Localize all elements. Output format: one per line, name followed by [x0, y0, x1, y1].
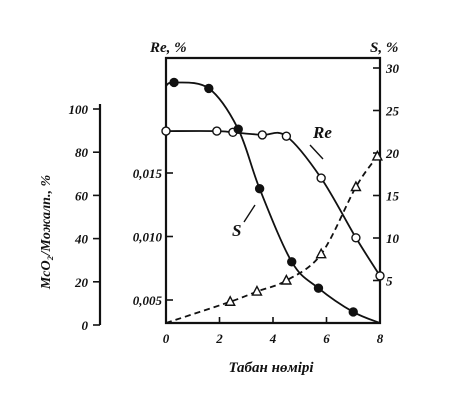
data-point-open-circle	[375, 271, 385, 281]
left-inner-tick-label: 0,015	[133, 166, 163, 181]
left-inner-tick-label: 0,010	[133, 230, 163, 245]
data-point-open-circle	[281, 131, 292, 141]
s-leader-line	[243, 204, 256, 223]
left-inner-tick-label: 0,005	[133, 293, 163, 308]
data-point-open-circle	[257, 130, 267, 140]
data-point-filled-circle	[169, 77, 179, 88]
left-outer-tick-label: 80	[75, 145, 89, 160]
data-point-open-circle	[316, 173, 326, 183]
data-point-filled-circle	[204, 83, 214, 94]
data-point-open-triangle	[224, 295, 236, 306]
series-line-re	[165, 130, 381, 277]
x-axis-title: Табан нөмірі	[228, 360, 314, 376]
data-point-filled-circle	[313, 283, 324, 293]
left-outer-tick-label: 60	[75, 188, 89, 203]
data-point-filled-circle	[233, 124, 243, 134]
data-point-open-triangle	[371, 149, 383, 161]
x-tick-label: 0	[163, 331, 170, 346]
x-tick-label: 4	[269, 331, 277, 346]
left-inner-axis-title: Re, %	[149, 40, 187, 56]
right-tick-label: 25	[385, 104, 400, 119]
right-tick-label: 5	[386, 274, 393, 289]
data-point-open-triangle	[315, 247, 327, 259]
right-tick-label: 10	[386, 231, 400, 246]
data-point-open-circle	[212, 126, 222, 136]
left-outer-tick-label: 40	[74, 232, 89, 247]
right-tick-label: 15	[386, 189, 400, 204]
left-outer-axis-title: McO₂/Moжалп., %	[39, 175, 54, 290]
left-outer-tick-label: 20	[74, 275, 89, 290]
series-label-re: Re	[312, 123, 332, 142]
x-tick-label: 8	[377, 331, 384, 346]
series-line-dashed	[165, 155, 379, 324]
right-tick-label: 20	[385, 146, 400, 161]
ticks-layer: 0 2 4 6 80204060801000,0050,0100,01551015202…	[69, 61, 400, 346]
data-point-open-triangle	[350, 180, 362, 192]
data-point-open-triangle	[280, 274, 293, 285]
re-leader-line	[309, 144, 324, 160]
series-label-s: S	[232, 221, 241, 240]
data-point-filled-circle	[348, 307, 358, 317]
x-tick-label: 6	[323, 331, 330, 346]
left-outer-tick-label: 100	[69, 102, 89, 117]
data-point-open-triangle	[251, 285, 263, 296]
data-point-filled-circle	[254, 183, 265, 194]
data-point-filled-circle	[287, 257, 297, 267]
left-outer-tick-label: 0	[82, 318, 89, 333]
x-tick-label: 2	[215, 331, 223, 346]
series-layer	[161, 77, 385, 324]
right-axis-title: S, %	[370, 40, 398, 56]
data-point-open-circle	[161, 126, 171, 136]
plot-frame	[164, 56, 382, 325]
data-point-open-circle	[351, 233, 361, 243]
right-tick-label: 30	[385, 61, 400, 76]
